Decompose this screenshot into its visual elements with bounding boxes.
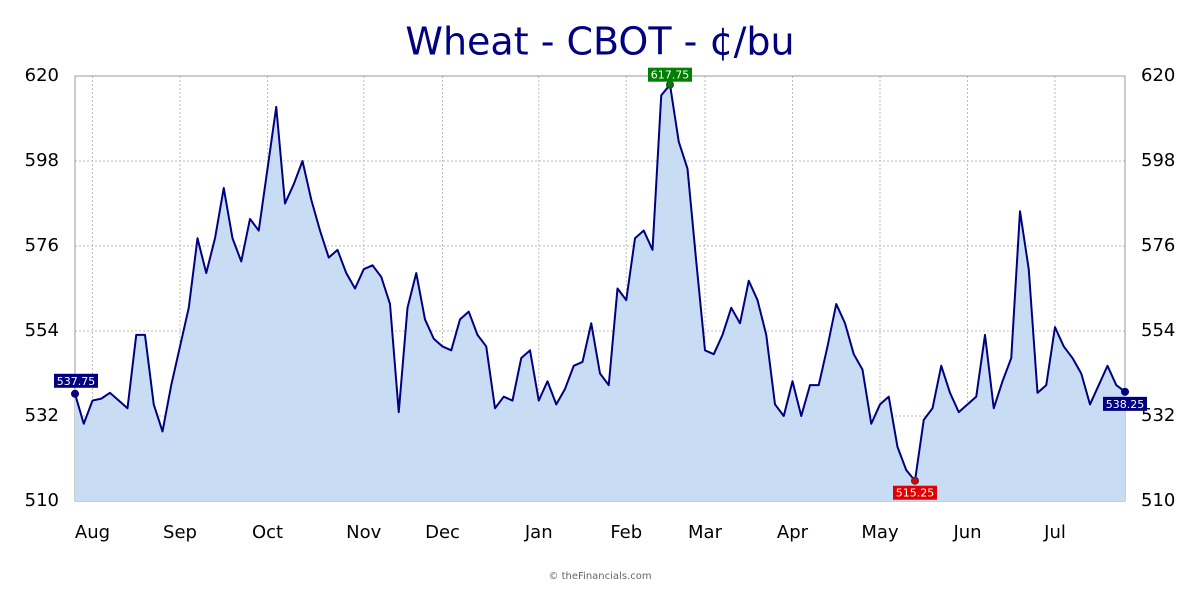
price-line [74, 83, 1126, 482]
y2-tick-label: 554 [1141, 320, 1175, 341]
x-tick-label: Jun [952, 522, 981, 543]
y2-tick-label: 532 [1141, 405, 1175, 426]
x-tick-label: Nov [346, 522, 381, 543]
min-point [911, 476, 919, 485]
x-tick-label: Sep [163, 522, 197, 543]
x-tick-label: Dec [425, 522, 460, 543]
x-tick-label: Apr [777, 522, 809, 543]
footer: © theFinancials.com [548, 571, 651, 582]
y2-tick-label: 620 [1141, 65, 1175, 86]
x-tick-label: Oct [252, 522, 283, 543]
area-fill [75, 84, 1125, 502]
x-tick-label: Aug [75, 522, 110, 543]
x-tick-label: Jul [1043, 522, 1066, 543]
y2-tick-label: 598 [1141, 150, 1175, 171]
end-point [1121, 387, 1129, 396]
label-box [54, 373, 98, 388]
value-label: 538.25 [1106, 398, 1145, 411]
x-tick-label: Feb [610, 522, 642, 543]
label-box [1103, 396, 1147, 411]
value-label: 617.75 [651, 69, 690, 82]
y-tick-label: 620 [25, 65, 59, 86]
y2-tick-label: 576 [1141, 235, 1175, 256]
x-tick-label: May [861, 522, 899, 543]
y-tick-label: 510 [25, 490, 59, 511]
x-tick-label: Jan [524, 522, 553, 543]
y-tick-label: 598 [25, 150, 59, 171]
max-point [666, 80, 674, 89]
value-label: 515.25 [896, 487, 935, 500]
y-tick-label: 576 [25, 235, 59, 256]
label-box [648, 67, 692, 82]
x-tick-label: Mar [688, 522, 723, 543]
value-label: 537.75 [57, 375, 96, 388]
y2-tick-label: 510 [1141, 490, 1175, 511]
y-tick-label: 554 [25, 320, 59, 341]
chart-title: Wheat - CBOT - ¢/bu [405, 20, 794, 64]
label-box [893, 485, 937, 500]
y-tick-label: 532 [25, 405, 59, 426]
start-point [71, 389, 79, 398]
